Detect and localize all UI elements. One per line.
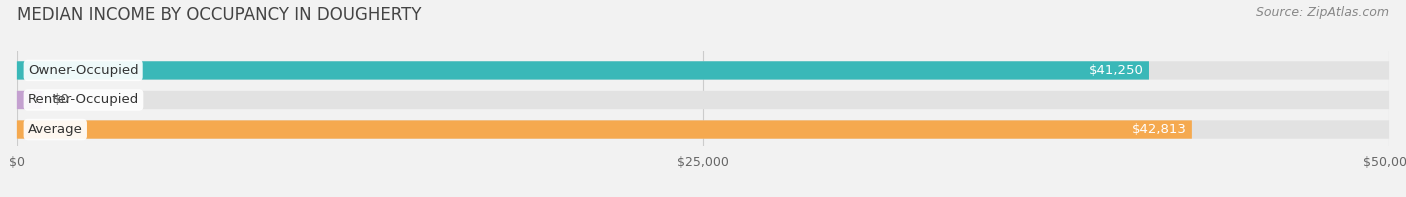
Text: Source: ZipAtlas.com: Source: ZipAtlas.com [1256,6,1389,19]
FancyBboxPatch shape [17,91,1389,109]
Text: Renter-Occupied: Renter-Occupied [28,94,139,106]
FancyBboxPatch shape [17,61,1149,80]
FancyBboxPatch shape [17,61,1389,80]
Text: Average: Average [28,123,83,136]
Text: $42,813: $42,813 [1132,123,1187,136]
Text: Owner-Occupied: Owner-Occupied [28,64,138,77]
FancyBboxPatch shape [17,120,1192,139]
FancyBboxPatch shape [17,91,42,109]
Text: MEDIAN INCOME BY OCCUPANCY IN DOUGHERTY: MEDIAN INCOME BY OCCUPANCY IN DOUGHERTY [17,6,422,24]
Text: $0: $0 [52,94,69,106]
FancyBboxPatch shape [17,120,1389,139]
Text: $41,250: $41,250 [1088,64,1143,77]
